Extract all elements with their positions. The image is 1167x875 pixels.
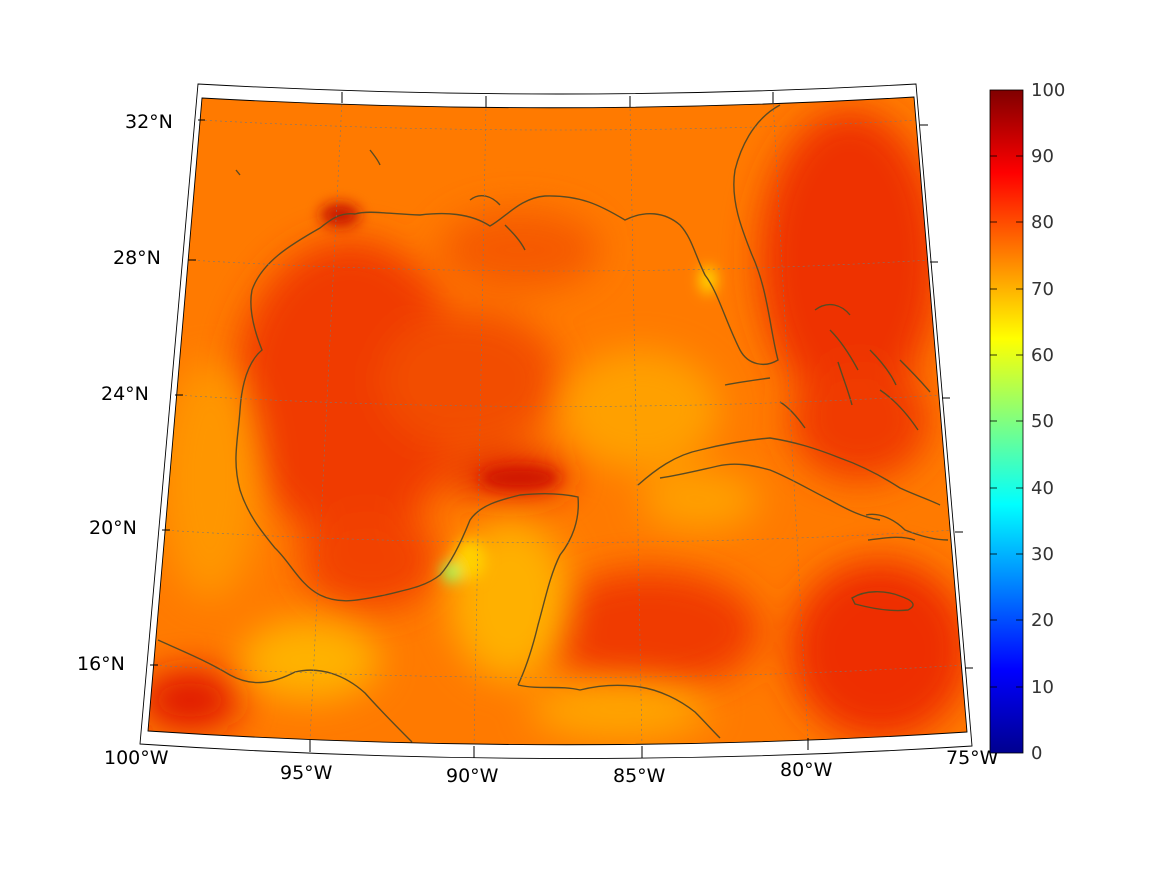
field-high-south-gulf <box>300 510 440 610</box>
lat-label-24n: 24°N <box>101 383 149 405</box>
latitude-labels: 32°N 28°N 24°N 20°N 16°N <box>77 111 173 675</box>
coastline-keys <box>724 377 806 429</box>
lat-label-32n: 32°N <box>125 111 173 133</box>
coastline-gulf <box>251 104 781 366</box>
frame-outer <box>139 83 973 759</box>
colorbar-label-70: 70 <box>1031 279 1054 300</box>
graticule-lat-24 <box>174 394 943 407</box>
graticule-lon-80 <box>772 99 809 741</box>
coastline-bahamas <box>814 303 931 431</box>
lat-label-28n: 28°N <box>113 247 161 269</box>
field-high-central-gulf <box>380 310 560 450</box>
colorbar-label-30: 30 <box>1031 544 1054 565</box>
graticule <box>149 99 966 745</box>
field-high-north <box>440 210 600 290</box>
field-high-caribbean <box>540 570 760 690</box>
coastline-mexico <box>235 289 579 686</box>
coastline-jamaica <box>851 591 914 612</box>
lat-label-16n: 16°N <box>77 653 125 675</box>
colorbar-label-10: 10 <box>1031 677 1054 698</box>
colorbar-labels: 100 90 80 70 60 50 40 30 20 10 0 <box>1031 80 1065 764</box>
lon-label-85w: 85°W <box>613 765 666 787</box>
coastline-louisiana-islands <box>235 149 526 251</box>
coastline-hispaniola <box>865 513 949 541</box>
field-hot-spots <box>320 203 716 582</box>
lon-label-75w: 75°W <box>946 747 999 769</box>
colorbar-label-20: 20 <box>1031 610 1054 631</box>
field-high-east-caribbean <box>790 560 967 740</box>
graticule-lat-28 <box>187 259 931 272</box>
colorbar-ramp <box>989 89 1024 754</box>
field-hot-spot-campeche <box>480 466 560 490</box>
field-low-west-mexico <box>160 360 260 600</box>
field-low-southeast-gulf <box>560 350 720 470</box>
graticule-lat-32 <box>199 119 921 131</box>
lon-label-100w: 100°W <box>104 747 169 769</box>
field-high-atlantic <box>760 110 940 410</box>
map-frame <box>139 83 973 759</box>
field-high-west-gulf <box>235 240 465 540</box>
coastlines <box>157 104 949 743</box>
graticule-lon-95 <box>309 99 343 741</box>
coastline-cuba <box>637 437 941 521</box>
colorbar: 100 90 80 70 60 50 40 30 20 10 0 <box>989 80 1065 764</box>
frame-ticks <box>150 92 973 758</box>
coastline-central-america <box>517 684 721 739</box>
colorbar-label-100: 100 <box>1031 80 1065 101</box>
lon-label-90w: 90°W <box>446 765 499 787</box>
lat-label-20n: 20°N <box>89 517 137 539</box>
lon-label-80w: 80°W <box>780 759 833 781</box>
field-highs <box>148 110 967 740</box>
colorbar-label-40: 40 <box>1031 478 1054 499</box>
frame-inner <box>147 96 968 746</box>
field-high-pacific <box>148 670 240 730</box>
field-low-cuba <box>640 470 760 530</box>
colorbar-label-50: 50 <box>1031 411 1054 432</box>
graticule-lon-90 <box>473 103 487 745</box>
colorbar-label-60: 60 <box>1031 345 1054 366</box>
data-field <box>148 97 967 745</box>
colorbar-ticks <box>990 155 1023 688</box>
lon-label-95w: 95°W <box>280 762 333 784</box>
field-high-atlantic-2 <box>790 360 930 480</box>
colorbar-label-0: 0 <box>1031 743 1042 764</box>
longitude-labels: 100°W 95°W 90°W 85°W 80°W 75°W <box>104 747 999 787</box>
colorbar-label-90: 90 <box>1031 146 1054 167</box>
field-low-central-america <box>530 680 710 740</box>
field-cool-spot-yucatan <box>454 540 486 580</box>
colorbar-label-80: 80 <box>1031 212 1054 233</box>
graticule-lon-85 <box>629 103 643 745</box>
